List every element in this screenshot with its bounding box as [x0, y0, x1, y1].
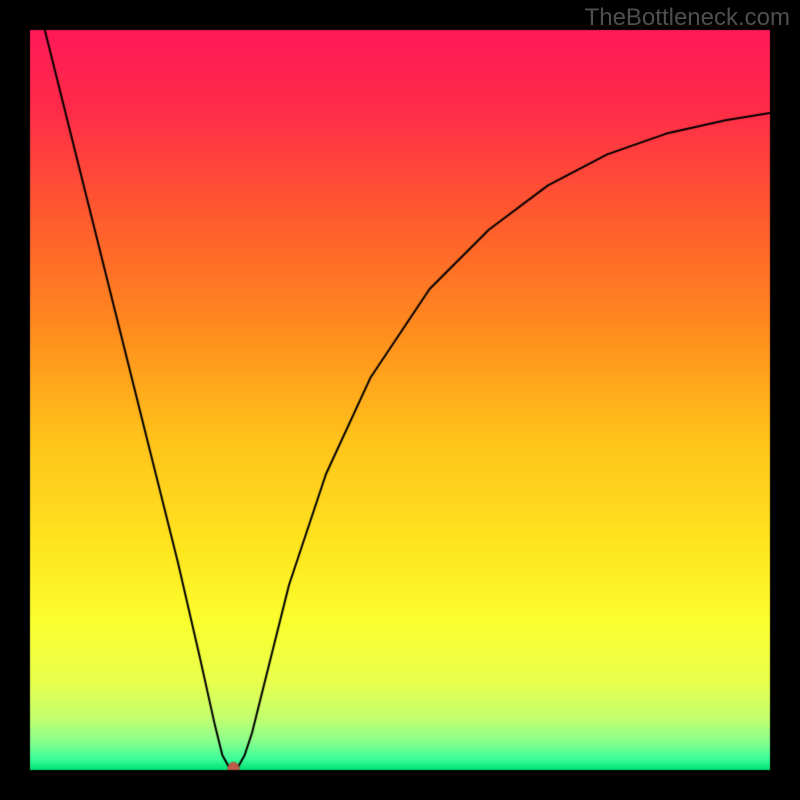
- watermark-text: TheBottleneck.com: [585, 4, 790, 32]
- chart-canvas: [0, 0, 800, 800]
- bottleneck-chart: TheBottleneck.com: [0, 0, 800, 800]
